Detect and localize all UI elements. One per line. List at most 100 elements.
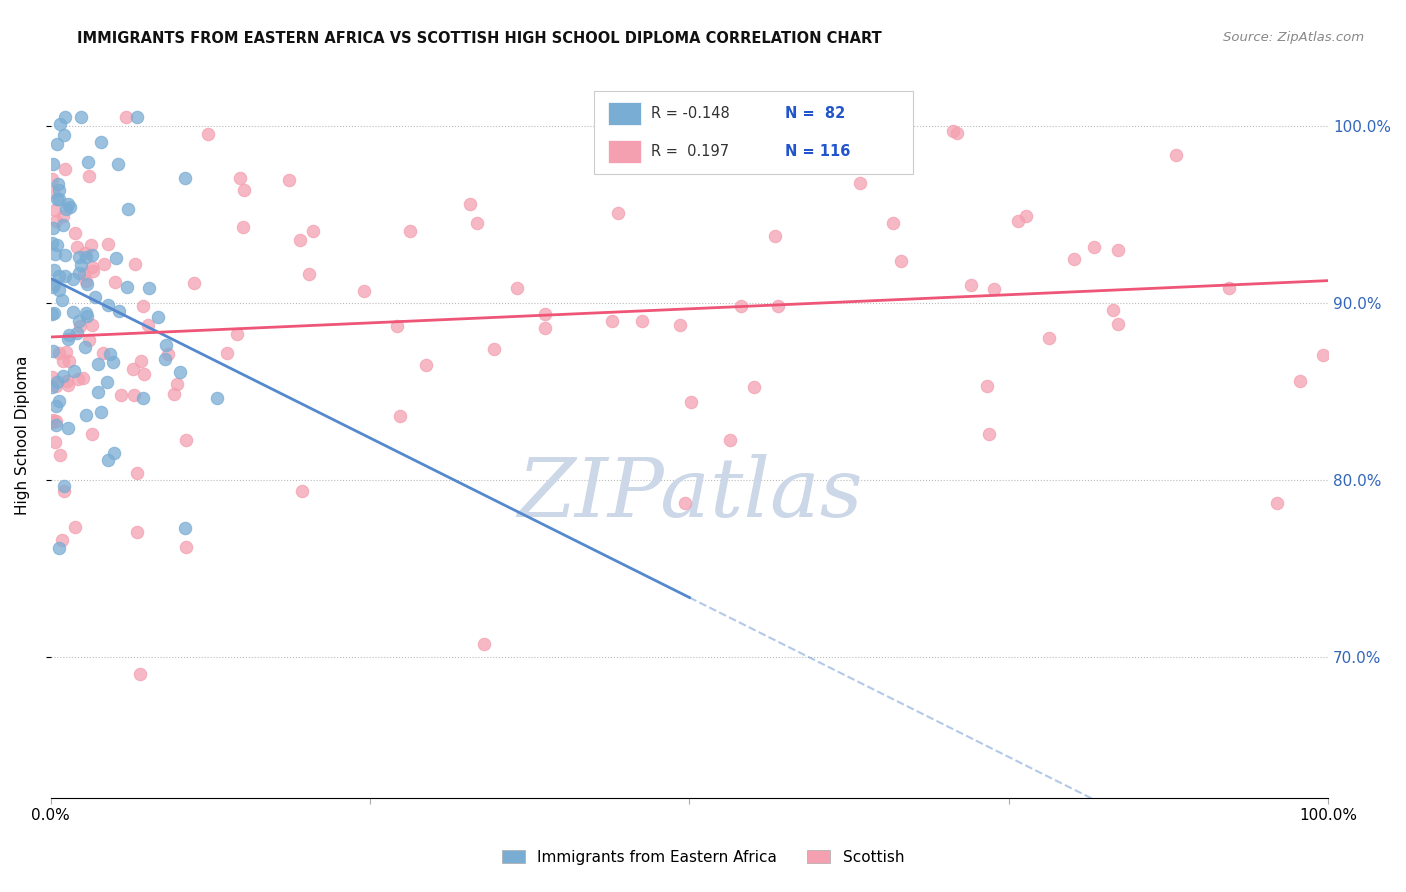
Point <box>80 260 103 274</box>
Point <box>467 216 489 230</box>
Point <box>45 414 67 428</box>
Point <box>76 310 98 324</box>
Point <box>730 299 752 313</box>
Point <box>46 177 69 191</box>
Point <box>72 371 94 385</box>
Point <box>67 266 90 280</box>
Point <box>163 386 186 401</box>
Point <box>48 268 70 283</box>
Point <box>45 417 67 432</box>
Point <box>41 157 63 171</box>
Point <box>41 220 63 235</box>
Point <box>52 218 75 232</box>
Point <box>108 303 131 318</box>
Point <box>127 110 149 124</box>
Point <box>942 124 965 138</box>
Point <box>132 299 155 313</box>
Point <box>148 310 170 324</box>
Point <box>63 364 86 378</box>
Point <box>1265 496 1288 510</box>
Point <box>506 281 529 295</box>
Point <box>42 263 65 277</box>
Point <box>226 326 249 341</box>
Point <box>53 161 76 176</box>
Point <box>399 224 422 238</box>
Point <box>534 307 557 321</box>
Point <box>87 384 110 399</box>
FancyBboxPatch shape <box>607 103 641 126</box>
Point <box>155 338 177 352</box>
Point <box>1312 348 1334 362</box>
Text: ZIPatlas: ZIPatlas <box>517 453 862 533</box>
Point <box>1007 214 1029 228</box>
Point <box>229 170 252 185</box>
Text: N =  82: N = 82 <box>786 106 845 121</box>
Point <box>387 318 409 333</box>
Point <box>46 137 69 152</box>
Point <box>97 298 120 312</box>
Point <box>766 299 789 313</box>
Point <box>600 313 623 327</box>
Text: IMMIGRANTS FROM EASTERN AFRICA VS SCOTTISH HIGH SCHOOL DIPLOMA CORRELATION CHART: IMMIGRANTS FROM EASTERN AFRICA VS SCOTTI… <box>77 31 882 46</box>
Point <box>90 136 112 150</box>
Point <box>890 254 912 268</box>
Point <box>75 340 97 354</box>
Point <box>104 251 127 265</box>
Point <box>607 205 630 219</box>
Point <box>977 427 1000 442</box>
Text: N = 116: N = 116 <box>786 145 851 160</box>
Point <box>51 293 73 308</box>
Point <box>48 283 70 297</box>
Point <box>58 328 80 343</box>
Point <box>48 346 70 360</box>
Point <box>129 354 152 368</box>
Point <box>63 227 86 241</box>
Point <box>107 157 129 171</box>
Point <box>69 319 91 334</box>
Point <box>87 357 110 371</box>
Point <box>56 196 79 211</box>
Point <box>52 210 75 224</box>
Point <box>1083 240 1105 254</box>
Point <box>73 245 96 260</box>
Point <box>77 169 100 183</box>
Point <box>41 235 63 250</box>
Point <box>1101 302 1123 317</box>
Text: R =  0.197: R = 0.197 <box>651 145 730 160</box>
Point <box>42 185 65 199</box>
Point <box>1288 374 1310 388</box>
Point <box>45 375 67 389</box>
Point <box>673 496 696 510</box>
Point <box>77 154 100 169</box>
Point <box>153 351 176 366</box>
Point <box>59 200 82 214</box>
Point <box>96 375 118 389</box>
Point <box>117 202 139 216</box>
Point <box>127 467 149 481</box>
Y-axis label: High School Diploma: High School Diploma <box>15 356 30 516</box>
Point <box>52 483 75 498</box>
Point <box>173 521 195 535</box>
Point <box>45 379 67 393</box>
Point <box>67 314 90 328</box>
Point <box>976 378 998 392</box>
Point <box>174 541 197 555</box>
Point <box>76 277 98 291</box>
Point <box>41 171 63 186</box>
Point <box>122 387 145 401</box>
Point <box>174 433 197 447</box>
Point <box>58 378 80 392</box>
Point <box>742 380 765 394</box>
Point <box>49 449 72 463</box>
Point <box>460 196 482 211</box>
Point <box>132 391 155 405</box>
Point <box>138 281 160 295</box>
Point <box>101 355 124 369</box>
FancyBboxPatch shape <box>607 140 641 163</box>
Point <box>169 365 191 379</box>
Point <box>44 435 66 450</box>
Point <box>82 264 104 278</box>
Point <box>82 248 104 262</box>
Point <box>174 171 197 186</box>
Point <box>66 326 89 340</box>
